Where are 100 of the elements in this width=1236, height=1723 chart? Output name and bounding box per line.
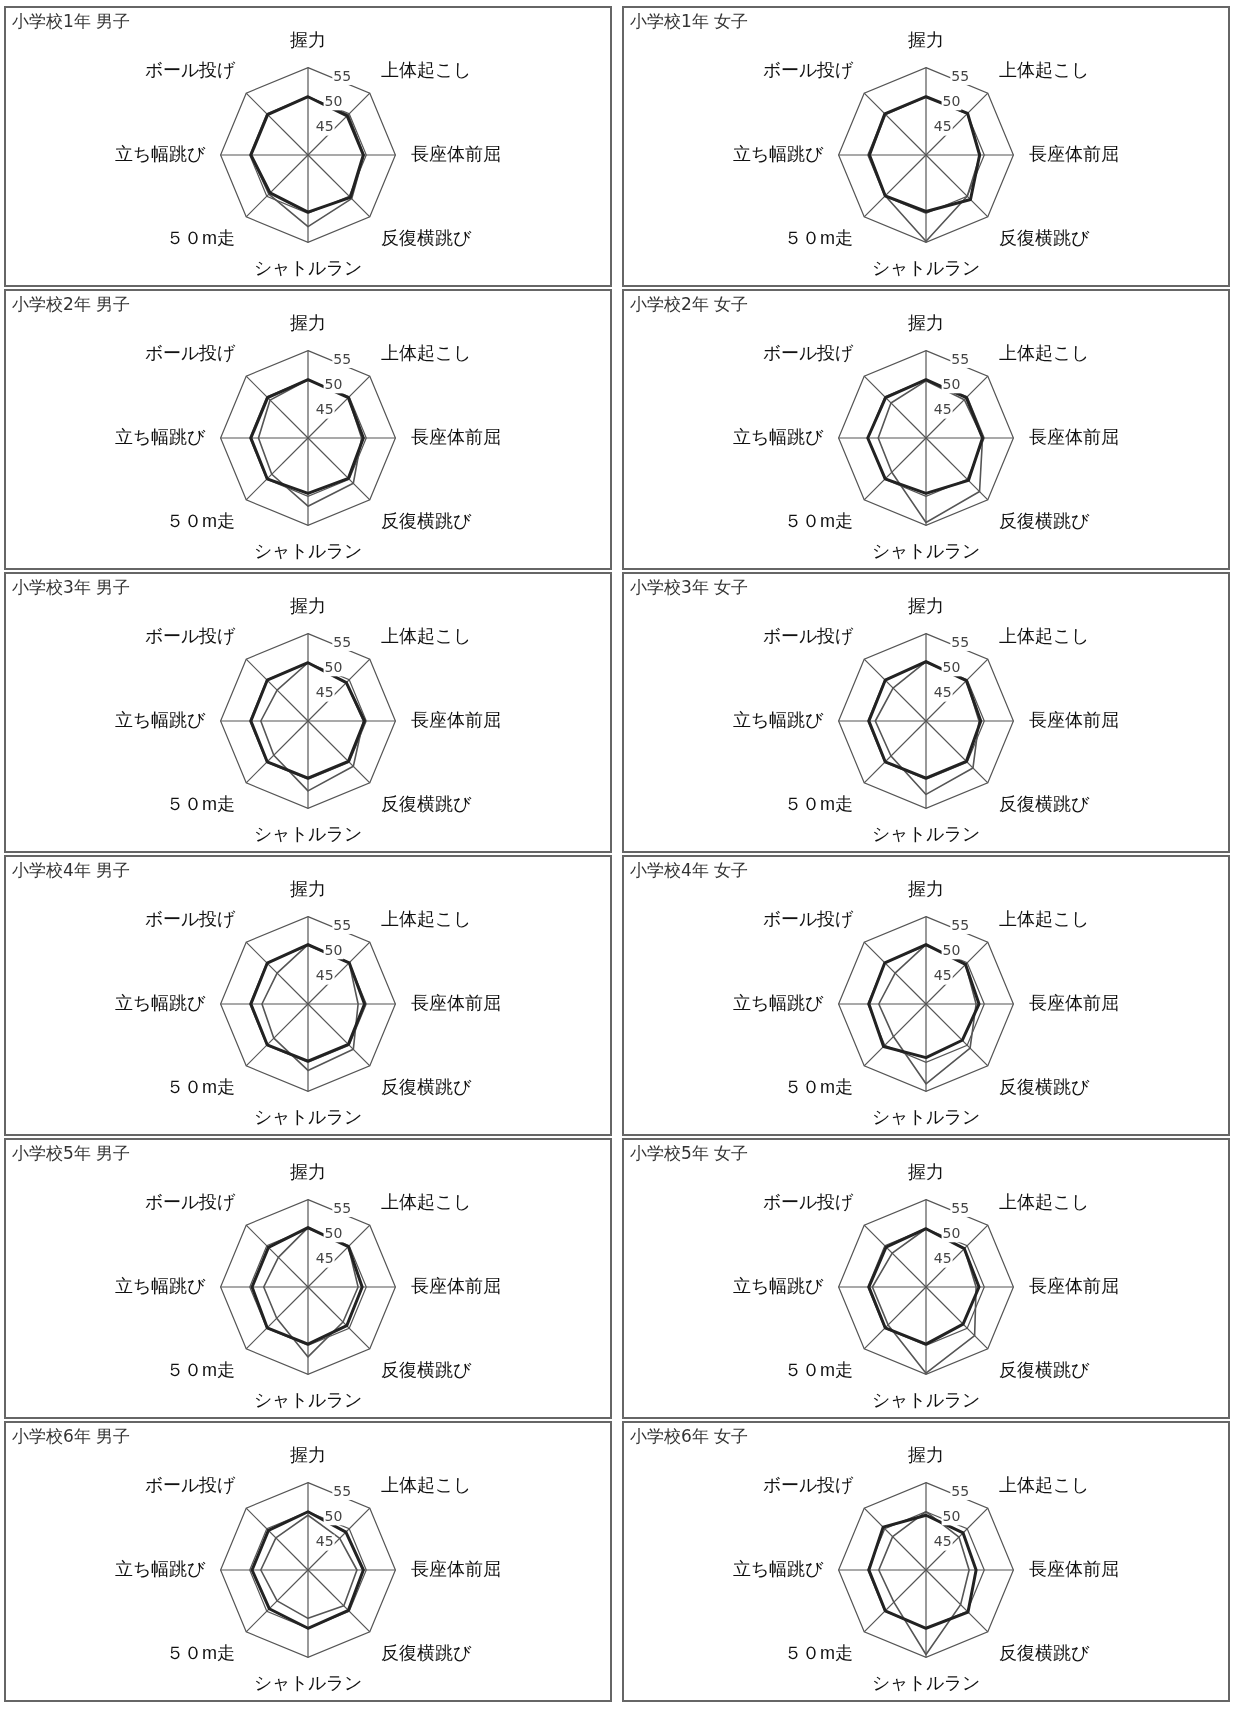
spoke-label: 反復横跳び <box>381 793 473 814</box>
spoke-label: 反復横跳び <box>999 793 1091 814</box>
spoke-label: 反復横跳び <box>381 510 473 531</box>
spoke-label: 握力 <box>908 29 944 50</box>
spoke-label: 長座体前屈 <box>1029 143 1120 164</box>
spoke-label: 長座体前屈 <box>411 709 502 730</box>
y-tick-label: 45 <box>933 1533 952 1550</box>
spoke-label: 長座体前屈 <box>411 1558 502 1579</box>
y-tick-label: 50 <box>324 658 343 675</box>
spoke-label: シャトルラン <box>254 541 362 562</box>
y-tick-label: 50 <box>942 375 961 392</box>
spoke-label: 上体起こし <box>381 909 472 930</box>
spoke-label: ボール投げ <box>762 909 854 930</box>
y-tick-label: 50 <box>324 1507 343 1524</box>
y-tick-label: 55 <box>951 1482 970 1499</box>
spoke-label: 長座体前屈 <box>1029 709 1120 730</box>
spoke-label: 立ち幅跳び <box>114 709 206 730</box>
spoke-label: ボール投げ <box>762 343 854 364</box>
y-tick-label: 55 <box>951 350 970 367</box>
spoke-label: 立ち幅跳び <box>114 992 206 1013</box>
spoke-label: ボール投げ <box>144 909 236 930</box>
spoke-label: ５０m走 <box>165 227 235 248</box>
y-tick-label: 50 <box>324 941 343 958</box>
y-tick-label: 50 <box>324 1224 343 1241</box>
spoke-label: 握力 <box>290 1444 326 1465</box>
spoke-label: 反復横跳び <box>999 1642 1091 1663</box>
spoke-label: 握力 <box>908 312 944 333</box>
spoke-label: ５０m走 <box>165 1642 235 1663</box>
spoke-label: ５０m走 <box>165 1076 235 1097</box>
spoke-label: 上体起こし <box>999 60 1090 81</box>
spoke-label: 反復横跳び <box>999 227 1091 248</box>
y-tick-label: 55 <box>951 916 970 933</box>
y-tick-label: 55 <box>333 1482 352 1499</box>
spoke-label: シャトルラン <box>872 258 980 279</box>
y-tick-label: 55 <box>333 350 352 367</box>
spoke-label: 立ち幅跳び <box>732 709 824 730</box>
spoke-label: シャトルラン <box>254 258 362 279</box>
spoke-label: 上体起こし <box>999 1475 1090 1496</box>
spoke-label: シャトルラン <box>872 1390 980 1411</box>
spoke-label: 握力 <box>290 878 326 899</box>
y-tick-label: 45 <box>933 401 952 418</box>
spoke-label: 握力 <box>908 595 944 616</box>
spoke-label: 長座体前屈 <box>411 143 502 164</box>
y-tick-label: 50 <box>942 1507 961 1524</box>
y-tick-label: 45 <box>315 401 334 418</box>
chart-title: 小学校5年 女子 <box>630 1142 749 1165</box>
y-tick-label: 55 <box>951 633 970 650</box>
spoke-label: 立ち幅跳び <box>732 992 824 1013</box>
y-tick-label: 55 <box>333 916 352 933</box>
spoke-label: 立ち幅跳び <box>732 1558 824 1579</box>
y-tick-label: 50 <box>324 375 343 392</box>
chart-title: 小学校4年 女子 <box>630 859 749 882</box>
spoke-label: 長座体前屈 <box>411 1275 502 1296</box>
y-tick-label: 45 <box>933 118 952 135</box>
chart-title: 小学校1年 女子 <box>630 10 749 33</box>
spoke-label: ５０m走 <box>783 1642 853 1663</box>
chart-title: 小学校3年 女子 <box>630 576 749 599</box>
y-tick-label: 45 <box>933 684 952 701</box>
spoke-label: シャトルラン <box>254 1390 362 1411</box>
spoke-label: 長座体前屈 <box>1029 992 1120 1013</box>
y-tick-label: 45 <box>315 967 334 984</box>
spoke-label: 反復横跳び <box>381 1642 473 1663</box>
chart-title: 小学校4年 男子 <box>12 859 131 882</box>
spoke-label: 上体起こし <box>381 1192 472 1213</box>
spoke-label: 長座体前屈 <box>1029 1275 1120 1296</box>
y-tick-label: 50 <box>324 92 343 109</box>
spoke-label: 上体起こし <box>381 60 472 81</box>
chart-title: 小学校3年 男子 <box>12 576 131 599</box>
spoke-label: 反復横跳び <box>381 1359 473 1380</box>
spoke-label: 反復横跳び <box>999 1359 1091 1380</box>
spoke-label: ボール投げ <box>144 626 236 647</box>
spoke-label: ボール投げ <box>762 1475 854 1496</box>
spoke-label: ボール投げ <box>144 1192 236 1213</box>
spoke-label: 握力 <box>290 1161 326 1182</box>
chart-title: 小学校5年 男子 <box>12 1142 131 1165</box>
y-tick-label: 45 <box>315 1250 334 1267</box>
spoke-label: 握力 <box>908 1161 944 1182</box>
spoke-label: 上体起こし <box>381 343 472 364</box>
y-tick-label: 55 <box>333 67 352 84</box>
spoke-label: ５０m走 <box>783 1076 853 1097</box>
spoke-label: ５０m走 <box>165 793 235 814</box>
spoke-label: 長座体前屈 <box>411 426 502 447</box>
spoke-label: 長座体前屈 <box>1029 426 1120 447</box>
spoke-label: シャトルラン <box>872 824 980 845</box>
y-tick-label: 45 <box>315 684 334 701</box>
spoke-label: ボール投げ <box>762 1192 854 1213</box>
spoke-label: ５０m走 <box>783 510 853 531</box>
spoke-label: ５０m走 <box>783 227 853 248</box>
spoke-label: 上体起こし <box>381 626 472 647</box>
y-tick-label: 50 <box>942 1224 961 1241</box>
y-tick-label: 55 <box>333 1199 352 1216</box>
chart-title: 小学校1年 男子 <box>12 10 131 33</box>
spoke-label: ボール投げ <box>762 626 854 647</box>
y-tick-label: 45 <box>315 1533 334 1550</box>
spoke-label: 上体起こし <box>999 909 1090 930</box>
y-tick-label: 50 <box>942 941 961 958</box>
spoke-label: ボール投げ <box>144 343 236 364</box>
spoke-label: 上体起こし <box>381 1475 472 1496</box>
spoke-label: シャトルラン <box>872 1107 980 1128</box>
spoke-label: ボール投げ <box>762 60 854 81</box>
